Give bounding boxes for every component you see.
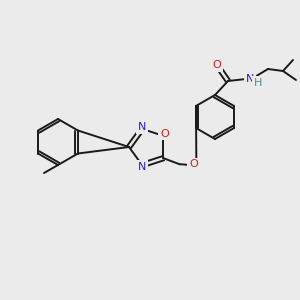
Text: O: O — [160, 129, 169, 139]
Text: N: N — [246, 74, 254, 84]
Text: O: O — [213, 60, 221, 70]
Text: H: H — [254, 78, 262, 88]
Text: N: N — [138, 122, 146, 132]
Text: N: N — [138, 162, 146, 172]
Text: O: O — [189, 159, 198, 169]
